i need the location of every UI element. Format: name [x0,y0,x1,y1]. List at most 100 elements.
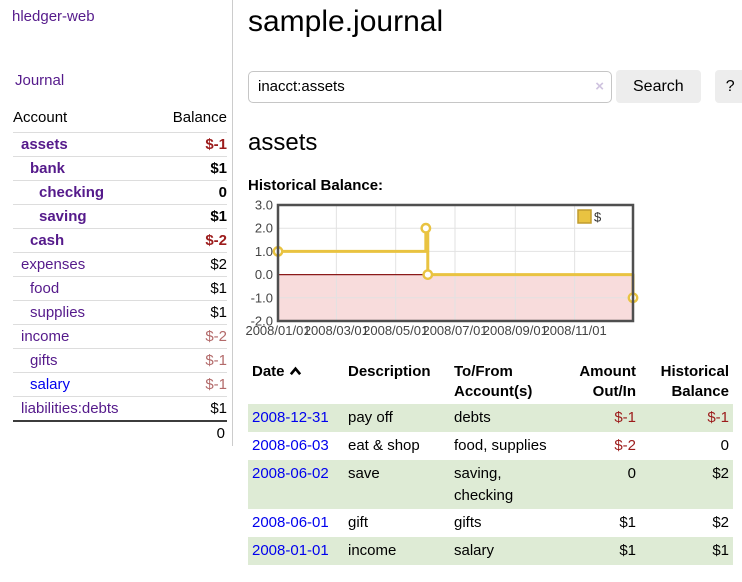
page-title: sample.journal [248,5,444,38]
account-link-checking[interactable]: checking [39,184,105,201]
transactions-table-body: 2008-12-31 pay off debts $-1 $-1 2008-06-03 ea… [248,404,733,565]
x-tick-label: 2008/11/01 [543,323,607,338]
txn-description: eat & shop [348,437,420,455]
txn-accounts: food, supplies [454,437,547,455]
transaction-date-link[interactable]: 2008-06-03 [252,437,329,455]
transaction-row: 2008-06-02 save saving, checking 0 $2 [248,459,733,510]
txn-header-accounts: To/From Account(s) [454,362,533,401]
app: hledger-web Journal Account Balance asse… [0,0,742,565]
y-tick-label: 2.0 [255,220,273,235]
account-balance: $1 [210,304,227,321]
account-link-saving[interactable]: saving [39,208,87,225]
transaction-date-link[interactable]: 2008-06-01 [252,514,329,532]
account-row: food $1 [13,276,227,301]
txn-accounts: saving, checking [454,464,514,504]
x-tick-label: 2008/05/01 [363,323,428,338]
txn-historical-balance: 0 [720,437,729,455]
account-name-cell: liabilities:debts [13,397,154,422]
y-tick-label: 1.0 [255,244,273,259]
transaction-date-link[interactable]: 2008-01-01 [252,542,329,560]
x-tick-label: 2008/01/01 [245,323,310,338]
accounts-table-body: assets $-1 bank $1 checking 0 saving $1 cash $-2 e… [13,132,227,422]
transactions-table: Date Description To/From Account(s) Amou… [248,360,733,565]
txn-description: gift [348,514,369,532]
account-link-income[interactable]: income [21,328,70,345]
journal-link[interactable]: Journal [15,72,65,89]
txn-date-cell: 2008-01-01 [248,537,344,565]
account-name-cell: assets [13,133,154,157]
txn-accounts: debts [454,409,491,427]
account-row: expenses $2 [13,252,227,277]
accounts-header-balance: Balance [172,109,227,126]
account-link-gifts[interactable]: gifts [30,352,58,369]
account-balance: $1 [210,280,227,297]
account-balance: $-1 [205,136,227,153]
txn-amount: $-1 [614,409,636,427]
x-tick-label: 2008/07/01 [422,323,487,338]
account-link-bank[interactable]: bank [30,160,66,177]
account-balance: $-1 [205,352,227,369]
y-tick-label: 0.0 [255,267,273,282]
account-name-cell: expenses [13,253,154,277]
txn-description: save [348,464,380,482]
brand-link[interactable]: hledger-web [12,8,95,25]
txn-description: pay off [348,409,393,427]
plot-border [276,203,635,323]
search-button[interactable]: Search [616,70,701,103]
x-tick-label: 2008/03/01 [304,323,369,338]
transaction-date-link[interactable]: 2008-06-02 [252,464,329,482]
historical-balance-chart[interactable]: $3.0 2.0 1.0 0.0 -1.0 -2.02008/01/012008/03/0… [245,197,648,338]
search-help-button[interactable]: ? [714,70,742,103]
y-tick-label: -1.0 [251,290,273,305]
account-row: income $-2 [13,324,227,349]
clear-search-icon[interactable]: × [595,77,604,95]
account-row: saving $1 [13,204,227,229]
account-name-cell: saving [13,205,154,229]
account-link-supplies[interactable]: supplies [30,304,86,321]
account-link-cash[interactable]: cash [30,232,65,249]
account-row: assets $-1 [13,132,227,157]
account-link-food[interactable]: food [30,280,60,297]
x-tick-label: 2008/09/01 [483,323,548,338]
transaction-row: 2008-01-01 income salary $1 $1 [248,537,733,565]
account-link-expenses[interactable]: expenses [21,256,86,273]
account-balance: $-2 [205,232,227,249]
account-name-cell: supplies [13,301,154,325]
brand: hledger-web [12,8,232,25]
txn-historical-balance: $2 [712,464,729,482]
sort-ascending-icon [289,366,301,375]
txn-header-date[interactable]: Date [248,360,344,405]
search-box: × [248,70,612,103]
txn-historical-balance: $2 [712,514,729,532]
transactions-header-row: Date Description To/From Account(s) Amou… [248,360,733,405]
account-row: cash $-2 [13,228,227,253]
transaction-row: 2008-12-31 pay off debts $-1 $-1 [248,404,733,433]
main-content: sample.journal × Search ? assets Histori… [233,0,742,565]
account-link-assets[interactable]: assets [21,136,68,153]
account-link-liabilities-debts[interactable]: liabilities:debts [21,400,119,417]
account-link-salary[interactable]: salary [30,376,71,393]
transaction-date-link[interactable]: 2008-12-31 [252,409,329,427]
chart-label: Historical Balance: [248,176,384,194]
account-name-cell: cash [13,229,154,253]
search-form: × Search ? [248,70,742,103]
txn-description: income [348,542,397,560]
txn-amount: $1 [619,514,636,532]
accounts-table: Account Balance assets $-1 bank $1 checking 0… [13,109,227,445]
account-name-cell: gifts [13,349,154,373]
search-input[interactable] [248,70,612,103]
chart-container: $3.0 2.0 1.0 0.0 -1.0 -2.0 2008/01/01 2008/03/0… [245,197,742,338]
txn-accounts: salary [454,542,495,560]
txn-header-amount: Amount Out/In [579,362,636,401]
account-balance: 0 [218,184,227,201]
journal-nav: Journal [15,72,232,89]
accounts-header-account: Account [13,109,68,126]
data-point-marker [420,222,432,234]
account-row: supplies $1 [13,300,227,325]
txn-amount: 0 [627,464,636,482]
txn-historical-balance: $-1 [707,409,729,427]
accounts-total-value: 0 [216,425,225,442]
sidebar: hledger-web Journal Account Balance asse… [0,0,233,446]
txn-date-cell: 2008-06-01 [248,509,344,537]
y-tick-label: 3.0 [255,197,273,212]
